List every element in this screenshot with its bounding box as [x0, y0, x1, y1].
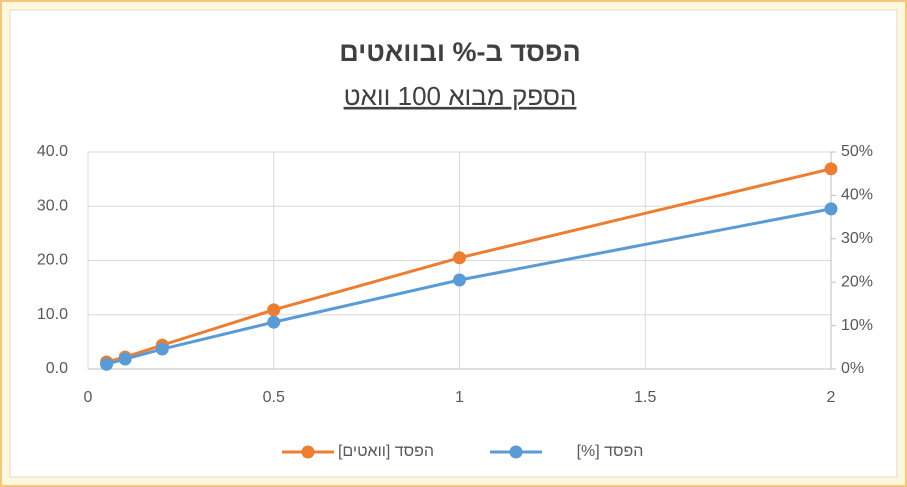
legend-marker: [301, 445, 315, 459]
x-tick-label: 1.5: [634, 389, 656, 406]
data-point: [453, 251, 466, 265]
legend-label: הפסד [וואטים]: [338, 443, 434, 460]
y2-tick-label: 10%: [841, 317, 873, 334]
y-tick-label: 10.0: [37, 306, 68, 323]
data-point: [267, 315, 281, 329]
data-point: [453, 273, 466, 287]
y-tick-label: 40.0: [37, 143, 68, 160]
data-point: [100, 357, 114, 371]
legend-marker: [509, 445, 523, 459]
chart-title: הפסד ב-% ובוואטים: [339, 37, 580, 67]
data-point: [824, 202, 838, 216]
chart-subtitle: הספק מבוא 100 וואט: [344, 81, 577, 111]
y2-tick-label: 20%: [841, 273, 873, 290]
y-tick-label: 0.0: [46, 360, 68, 377]
data-point: [824, 162, 838, 176]
data-point: [267, 303, 281, 317]
y2-tick-label: 40%: [841, 187, 873, 204]
x-tick-label: 1: [455, 389, 464, 406]
y2-tick-label: 0%: [841, 360, 864, 377]
x-tick-label: 0: [84, 389, 93, 406]
y-tick-label: 20.0: [37, 252, 68, 269]
chart-area: [9, 9, 898, 478]
y2-tick-label: 50%: [841, 143, 873, 160]
data-point: [118, 352, 132, 366]
x-tick-label: 0.5: [263, 389, 285, 406]
legend-label: הפסד [%]: [577, 443, 644, 460]
y2-tick-label: 30%: [841, 230, 873, 247]
x-tick-label: 2: [827, 389, 836, 406]
data-point: [155, 342, 169, 356]
y-tick-label: 30.0: [37, 197, 68, 214]
